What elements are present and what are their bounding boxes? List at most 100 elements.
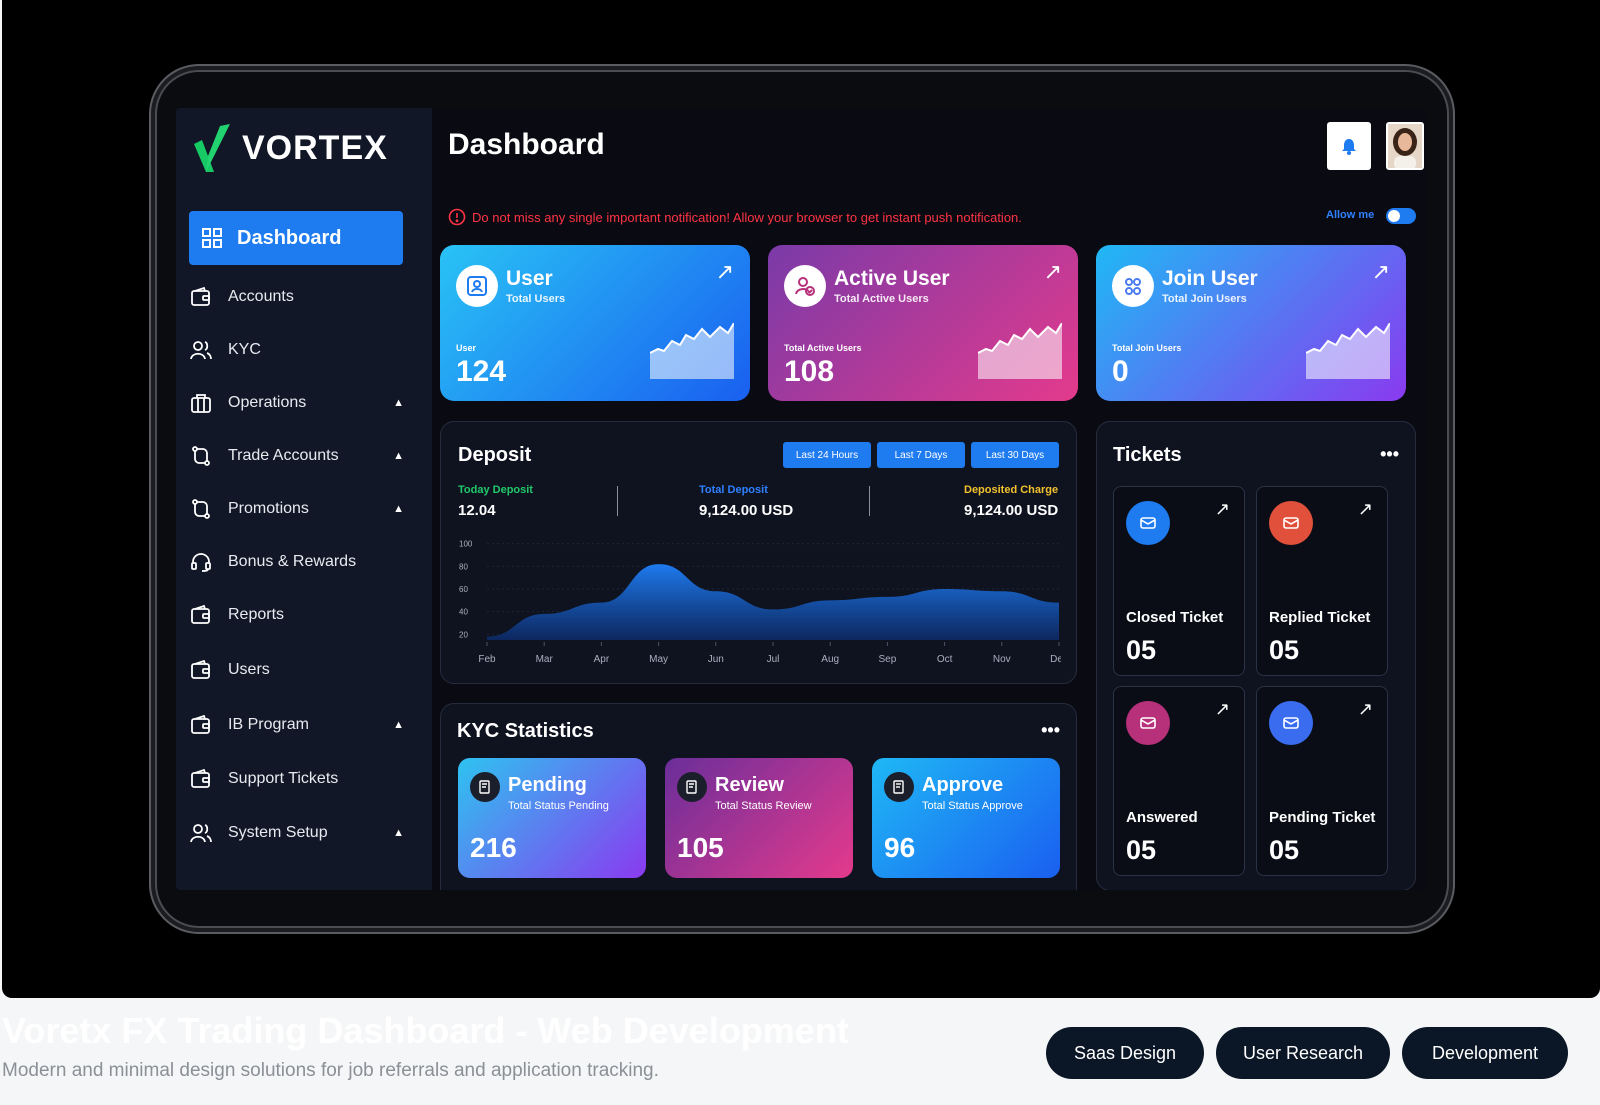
more-icon[interactable]: ••• bbox=[1041, 720, 1060, 740]
briefcase-icon bbox=[190, 392, 212, 414]
document-icon bbox=[677, 772, 707, 802]
more-icon[interactable]: ••• bbox=[1380, 444, 1399, 464]
page-title: Dashboard bbox=[448, 128, 605, 161]
kyc-card-approve[interactable]: Approve Total Status Approve 96 bbox=[872, 758, 1060, 878]
sidebar-item-label: Dashboard bbox=[237, 226, 342, 249]
arrow-up-right-icon[interactable]: ↗ bbox=[1357, 699, 1373, 719]
tag-user-research[interactable]: User Research bbox=[1216, 1027, 1390, 1079]
today-deposit-label: Today Deposit bbox=[458, 484, 533, 496]
deposit-panel: Deposit Last 24 Hours Last 7 Days Last 3… bbox=[440, 421, 1077, 684]
divider bbox=[617, 486, 618, 516]
y-tick-label: 80 bbox=[459, 562, 468, 571]
kyc-value: 216 bbox=[470, 832, 517, 863]
kyc-subtitle: Total Status Review bbox=[715, 800, 812, 812]
deposit-chart: 100 80 60 40 20 Feb Mar Apr May Jun Jul Aug Sep Oct No… bbox=[459, 540, 1061, 665]
stat-value: 124 bbox=[456, 355, 507, 388]
sidebar-item-label: Trade Accounts bbox=[228, 447, 339, 464]
tag-development[interactable]: Development bbox=[1402, 1027, 1568, 1079]
arrow-up-right-icon[interactable]: ↗ bbox=[1357, 499, 1373, 519]
arrow-up-right-icon[interactable]: ↗ bbox=[715, 259, 734, 284]
sidebar-item-accounts[interactable]: Accounts bbox=[190, 280, 410, 314]
stat-card-user[interactable]: User Total Users ↗ User 124 bbox=[440, 245, 750, 401]
x-tick-label: Mar bbox=[536, 654, 554, 665]
deposited-charge-value: 9,124.00 USD bbox=[964, 502, 1059, 519]
range-7d-button[interactable]: Last 7 Days bbox=[877, 442, 965, 468]
sidebar-item-bonus-rewards[interactable]: Bonus & Rewards bbox=[190, 545, 410, 579]
brand-name: VORTEX bbox=[242, 128, 388, 167]
sparkline bbox=[1306, 323, 1390, 379]
stat-subtitle: Total Users bbox=[506, 293, 566, 305]
y-tick-label: 100 bbox=[459, 540, 473, 549]
total-deposit-label: Total Deposit bbox=[699, 484, 768, 496]
sidebar-item-label: Accounts bbox=[228, 288, 294, 305]
y-tick-label: 40 bbox=[459, 608, 468, 617]
kyc-card-pending[interactable]: Pending Total Status Pending 216 bbox=[458, 758, 646, 878]
swap-icon bbox=[190, 445, 212, 467]
ticket-card-pending-ticket[interactable]: ↗ Pending Ticket 05 bbox=[1256, 686, 1388, 876]
caret-up-icon[interactable]: ▲ bbox=[393, 450, 404, 462]
sidebar-item-promotions[interactable]: Promotions ▲ bbox=[190, 492, 410, 526]
kyc-value: 96 bbox=[884, 832, 916, 863]
wallet-icon bbox=[190, 714, 212, 736]
sidebar-item-kyc[interactable]: KYC bbox=[190, 333, 410, 367]
stat-card-join-user[interactable]: Join User Total Join Users ↗ Total Join … bbox=[1096, 245, 1406, 401]
sidebar-item-dashboard[interactable]: Dashboard bbox=[189, 211, 403, 265]
document-icon bbox=[470, 772, 500, 802]
swap-icon bbox=[190, 498, 212, 520]
ticket-value: 05 bbox=[1126, 635, 1157, 665]
allow-toggle[interactable] bbox=[1386, 208, 1416, 224]
y-tick-label: 20 bbox=[459, 630, 468, 639]
range-30d-button[interactable]: Last 30 Days bbox=[971, 442, 1059, 468]
arrow-up-right-icon[interactable]: ↗ bbox=[1214, 699, 1230, 719]
x-tick-label: Sep bbox=[879, 654, 897, 665]
wallet-icon bbox=[190, 768, 212, 790]
caret-up-icon[interactable]: ▲ bbox=[393, 503, 404, 515]
total-deposit-value: 9,124.00 USD bbox=[699, 502, 794, 519]
kyc-value: 105 bbox=[677, 832, 724, 863]
user-check-icon bbox=[784, 265, 826, 307]
sidebar-item-label: Support Tickets bbox=[228, 770, 339, 787]
range-24h-button[interactable]: Last 24 Hours bbox=[783, 442, 871, 468]
x-tick-label: Nov bbox=[993, 654, 1011, 665]
tag-saas-design[interactable]: Saas Design bbox=[1046, 1027, 1204, 1079]
brand-logo[interactable]: VORTEX bbox=[192, 122, 388, 174]
arrow-up-right-icon[interactable]: ↗ bbox=[1214, 499, 1230, 519]
stat-card-active-user[interactable]: Active User Total Active Users ↗ Total A… bbox=[768, 245, 1078, 401]
sidebar-item-system-setup[interactable]: System Setup ▲ bbox=[190, 816, 410, 850]
stat-label: User bbox=[456, 343, 477, 353]
caret-up-icon[interactable]: ▲ bbox=[393, 827, 404, 839]
users-group-icon bbox=[1112, 265, 1154, 307]
caret-up-icon[interactable]: ▲ bbox=[393, 397, 404, 409]
ticket-value: 05 bbox=[1126, 835, 1157, 865]
push-notice: Do not miss any single important notific… bbox=[448, 208, 1022, 226]
divider bbox=[869, 486, 870, 516]
kyc-subtitle: Total Status Approve bbox=[922, 800, 1023, 812]
project-title: Voretx FX Trading Dashboard - Web Develo… bbox=[2, 1010, 849, 1051]
stat-value: 0 bbox=[1112, 355, 1129, 388]
caret-up-icon[interactable]: ▲ bbox=[393, 719, 404, 731]
sparkline bbox=[978, 323, 1062, 379]
ticket-value: 05 bbox=[1269, 635, 1300, 665]
avatar[interactable] bbox=[1386, 122, 1424, 170]
today-deposit-value: 12.04 bbox=[458, 502, 496, 519]
x-tick-label: Jun bbox=[708, 654, 724, 665]
arrow-up-right-icon[interactable]: ↗ bbox=[1371, 259, 1390, 284]
sidebar-item-trade-accounts[interactable]: Trade Accounts ▲ bbox=[190, 439, 410, 473]
sidebar-item-support-tickets[interactable]: Support Tickets bbox=[190, 762, 410, 796]
document-icon bbox=[884, 772, 914, 802]
ticket-name: Replied Ticket bbox=[1269, 609, 1371, 626]
sidebar-item-users[interactable]: Users bbox=[190, 653, 410, 687]
tickets-title: Tickets bbox=[1113, 444, 1182, 466]
ticket-card-answered[interactable]: ↗ Answered 05 bbox=[1113, 686, 1245, 876]
sidebar-item-operations[interactable]: Operations ▲ bbox=[190, 386, 410, 420]
stat-subtitle: Total Active Users bbox=[834, 293, 929, 305]
notification-button[interactable] bbox=[1327, 122, 1371, 170]
sidebar-item-ib-program[interactable]: IB Program ▲ bbox=[190, 708, 410, 742]
x-tick-label: Feb bbox=[478, 654, 496, 665]
ticket-icon bbox=[1126, 701, 1170, 745]
arrow-up-right-icon[interactable]: ↗ bbox=[1043, 259, 1062, 284]
ticket-card-replied-ticket[interactable]: ↗ Replied Ticket 05 bbox=[1256, 486, 1388, 676]
ticket-card-closed-ticket[interactable]: ↗ Closed Ticket 05 bbox=[1113, 486, 1245, 676]
kyc-card-review[interactable]: Review Total Status Review 105 bbox=[665, 758, 853, 878]
sidebar-item-reports[interactable]: Reports bbox=[190, 598, 410, 632]
